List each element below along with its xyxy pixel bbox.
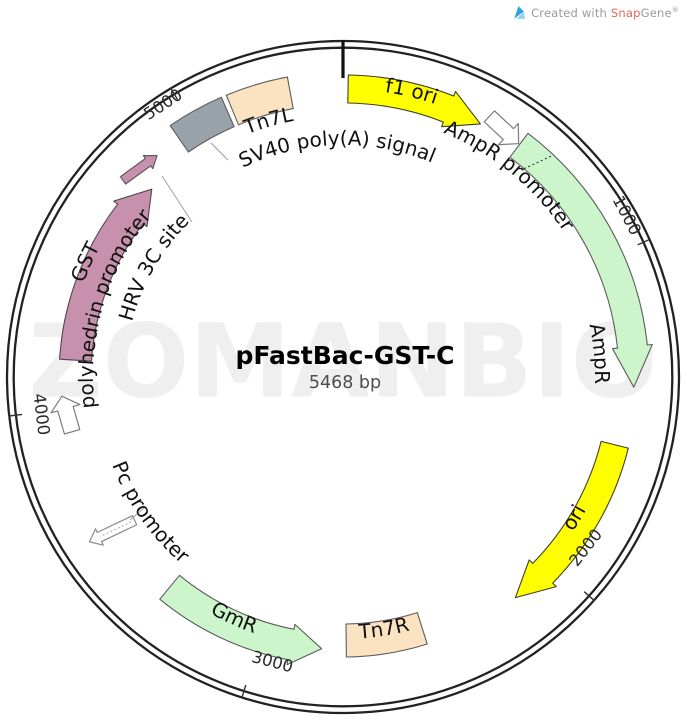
tick-mark-2000	[583, 591, 595, 602]
watermark-text: ZOMANBIO	[29, 303, 658, 422]
plasmid-name: pFastBac-GST-C	[236, 341, 455, 370]
feature-hrv-3c-site-shape	[119, 155, 158, 185]
feature-ori[interactable]	[514, 440, 629, 599]
tick-label-1000: 1000	[609, 192, 645, 238]
feature-ampr-promoter-shape	[483, 110, 520, 146]
credit-registered-mark: ®	[671, 5, 679, 14]
credit-text: Created with SnapGene®	[531, 6, 679, 20]
feature-ampr[interactable]	[509, 132, 653, 388]
tick-label-5000: 5000	[140, 85, 186, 124]
feature-f1-ori[interactable]	[347, 74, 481, 128]
feature-label-pc-promoter[interactable]: Pc promoter	[107, 458, 194, 569]
feature-pc-promoter-hatch	[100, 521, 132, 538]
feature-gst[interactable]	[59, 188, 153, 362]
tick-label-4000: 4000	[29, 392, 53, 436]
credit-brand-accent: Snap	[610, 5, 641, 20]
feature-gmr[interactable]	[159, 574, 323, 666]
feature-ampr-promoter[interactable]	[479, 106, 528, 154]
tick-mark-3000	[241, 684, 247, 699]
plasmid-size: 5468 bp	[309, 373, 381, 393]
feature-ampr-divider	[523, 154, 554, 170]
feature-pc-promoter[interactable]	[86, 512, 139, 550]
feature-sv40-polya-signal[interactable]	[169, 96, 235, 153]
leader-line-2	[129, 507, 145, 521]
credit-prefix: Created with	[531, 5, 611, 20]
tick-mark-1000	[637, 238, 651, 246]
snapgene-logo-icon	[514, 6, 525, 19]
feature-polyhedrin-promoter-shape	[50, 395, 81, 435]
feature-hrv-3c-site[interactable]	[118, 149, 161, 187]
tick-mark-4000	[8, 413, 23, 417]
leader-line-1	[161, 175, 193, 223]
feature-polyhedrin-promoter[interactable]	[47, 392, 86, 436]
tick-mark-5000	[170, 87, 179, 100]
snapgene-credit: Created with SnapGene®	[512, 5, 679, 20]
credit-brand-rest: Gene	[640, 5, 672, 20]
leader-line-0	[210, 142, 229, 161]
feature-tn7r[interactable]	[345, 611, 428, 658]
feature-pc-promoter-shape	[88, 515, 138, 546]
feature-tn7l[interactable]	[225, 76, 294, 126]
